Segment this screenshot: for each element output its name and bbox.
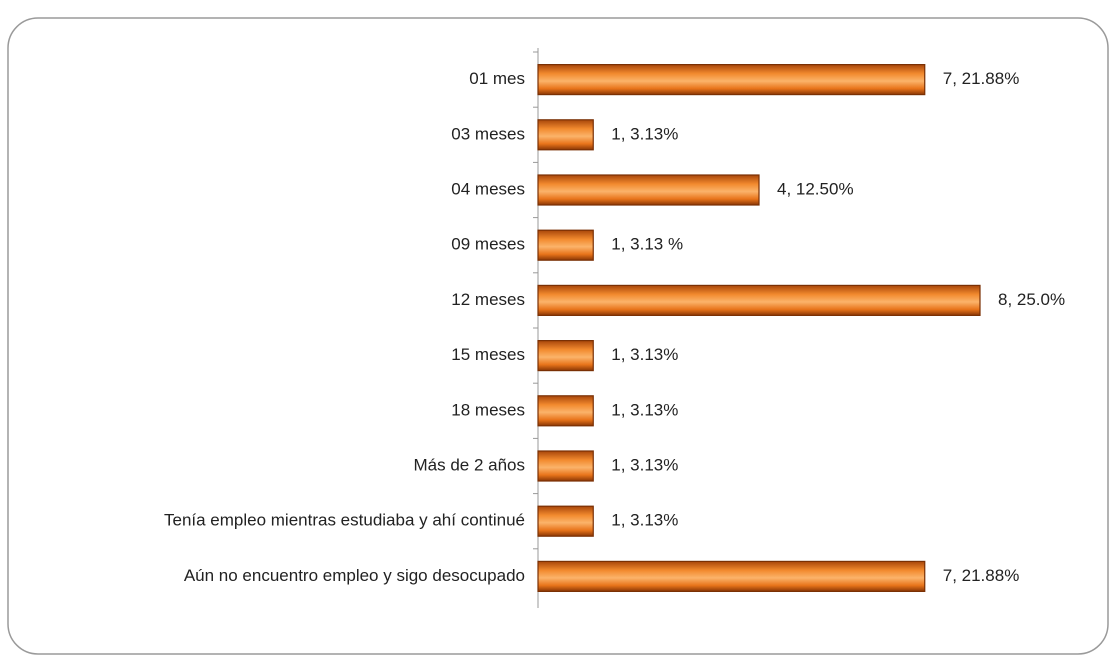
- bar: [537, 505, 594, 537]
- frame: [7, 17, 1109, 655]
- bar: [537, 560, 926, 593]
- value-label: 1, 3.13%: [611, 511, 678, 530]
- category-label: Aún no encuentro empleo y sigo desocupad…: [184, 566, 525, 585]
- bar: [537, 119, 594, 151]
- value-label: 1, 3.13%: [611, 345, 678, 364]
- bar: [537, 174, 760, 206]
- category-label: 15 meses: [451, 345, 525, 364]
- bar: [537, 450, 594, 482]
- category-label: 04 meses: [451, 179, 525, 198]
- category-label: 01 mes: [469, 69, 525, 88]
- category-label: 09 meses: [451, 235, 525, 254]
- value-label: 1, 3.13%: [611, 124, 678, 143]
- category-label: 03 meses: [451, 124, 525, 143]
- bar: [537, 395, 594, 427]
- category-label: Más de 2 años: [413, 455, 525, 474]
- bar: [537, 284, 981, 316]
- value-label: 7, 21.88%: [943, 69, 1020, 88]
- category-label: 18 meses: [451, 400, 525, 419]
- category-label: Tenía empleo mientras estudiaba y ahí co…: [164, 511, 525, 530]
- bar: [537, 340, 594, 372]
- value-label: 1, 3.13%: [611, 400, 678, 419]
- value-label: 4, 12.50%: [777, 179, 854, 198]
- category-label: 12 meses: [451, 290, 525, 309]
- value-label: 7, 21.88%: [943, 566, 1020, 585]
- value-label: 1, 3.13%: [611, 455, 678, 474]
- value-label: 1, 3.13 %: [611, 235, 683, 254]
- bar: [537, 229, 594, 261]
- value-label: 8, 25.0%: [998, 290, 1065, 309]
- bar: [537, 63, 926, 96]
